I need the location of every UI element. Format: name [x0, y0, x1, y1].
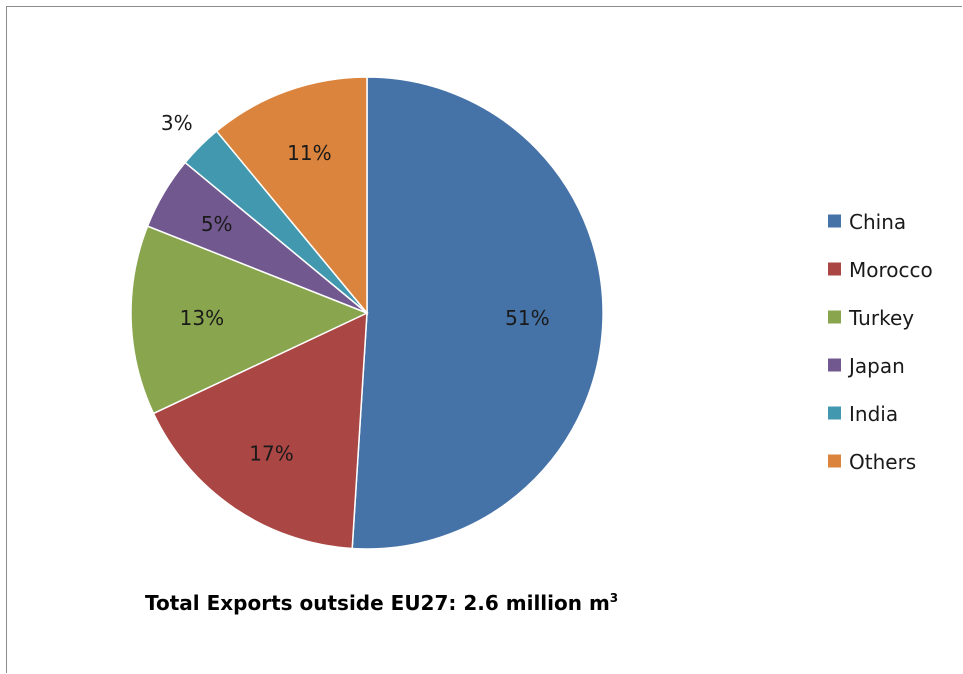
legend-label-morocco: Morocco — [849, 258, 933, 282]
chart-caption: Total Exports outside EU27: 2.6 million … — [145, 591, 618, 615]
pie-slice-labels: 51% 17% 13% 5% 3% 11% — [161, 111, 550, 466]
legend-label-turkey: Turkey — [848, 306, 914, 330]
legend-label-china: China — [849, 210, 906, 234]
pie-slices — [130, 76, 604, 550]
legend-label-india: India — [849, 402, 898, 426]
legend-label-others: Others — [849, 450, 916, 474]
caption-text: Total Exports outside EU27: 2.6 million … — [145, 591, 610, 615]
legend-swatch-morocco — [828, 262, 841, 276]
slice-label-turkey: 13% — [180, 306, 224, 330]
pie-slice-others — [215, 76, 368, 316]
slice-label-india: 3% — [161, 111, 193, 135]
legend-swatch-china — [828, 214, 841, 228]
pie-slice-morocco — [152, 311, 368, 550]
legend: China Morocco Turkey Japan India Others — [828, 210, 933, 474]
slice-label-japan: 5% — [201, 212, 233, 236]
legend-label-japan: Japan — [847, 354, 905, 378]
legend-swatch-others — [828, 454, 841, 468]
slice-label-others: 11% — [287, 141, 331, 165]
legend-swatch-turkey — [828, 310, 841, 324]
slice-label-china: 51% — [505, 306, 549, 330]
pie-slice-turkey — [130, 225, 369, 415]
caption-superscript: 3 — [609, 591, 619, 605]
legend-swatch-india — [828, 406, 841, 420]
slice-label-morocco: 17% — [249, 442, 293, 466]
pie-slice-china — [351, 76, 604, 550]
legend-swatch-japan — [828, 358, 841, 372]
